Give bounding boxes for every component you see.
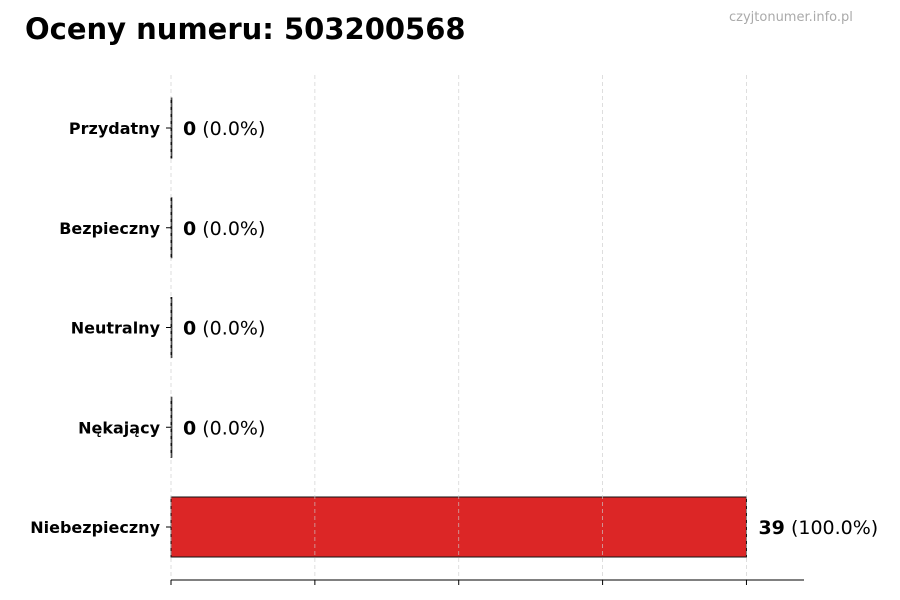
- data-label-percent: (0.0%): [196, 218, 265, 240]
- data-label: 39 (100.0%): [758, 517, 878, 539]
- category-label: Nękający: [78, 418, 160, 437]
- category-label: Neutralny: [71, 319, 161, 338]
- category-label: Bezpieczny: [59, 219, 160, 238]
- data-label-percent: (0.0%): [196, 417, 265, 439]
- data-label-count: 0: [183, 218, 196, 240]
- data-label-percent: (100.0%): [785, 517, 878, 539]
- watermark: czyjtonumer.info.pl: [729, 10, 853, 25]
- category-label: Niebezpieczny: [30, 518, 160, 537]
- data-label: 0 (0.0%): [183, 417, 265, 439]
- data-label-percent: (0.0%): [196, 318, 265, 340]
- bar-1: [170, 197, 173, 259]
- data-label: 0 (0.0%): [183, 218, 265, 240]
- data-label: 0 (0.0%): [183, 118, 265, 140]
- data-label-count: 0: [183, 118, 196, 140]
- data-label-percent: (0.0%): [196, 118, 265, 140]
- data-label-count: 0: [183, 417, 196, 439]
- category-label: Przydatny: [69, 119, 161, 138]
- data-label-count: 0: [183, 318, 196, 340]
- data-label-count: 39: [758, 517, 784, 539]
- chart-title: Oceny numeru: 503200568: [25, 12, 466, 46]
- data-label: 0 (0.0%): [183, 318, 265, 340]
